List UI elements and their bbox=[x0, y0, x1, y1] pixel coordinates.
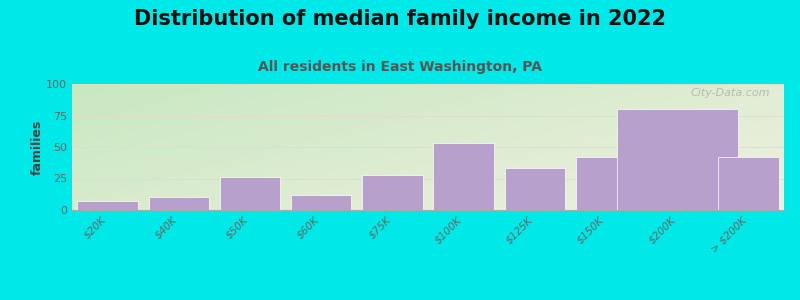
Bar bbox=[149, 197, 209, 210]
Y-axis label: families: families bbox=[30, 119, 43, 175]
Bar bbox=[434, 143, 494, 210]
Bar bbox=[617, 109, 738, 210]
Text: All residents in East Washington, PA: All residents in East Washington, PA bbox=[258, 60, 542, 74]
Bar bbox=[576, 157, 636, 210]
Bar bbox=[220, 177, 280, 210]
Text: Distribution of median family income in 2022: Distribution of median family income in … bbox=[134, 9, 666, 29]
Bar bbox=[78, 201, 138, 210]
Bar bbox=[291, 195, 351, 210]
Bar bbox=[718, 157, 778, 210]
Bar bbox=[362, 175, 422, 210]
Text: City-Data.com: City-Data.com bbox=[690, 88, 770, 98]
Bar bbox=[505, 168, 565, 210]
